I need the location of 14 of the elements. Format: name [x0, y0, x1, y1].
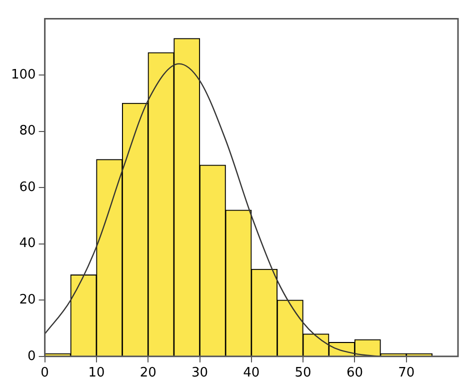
- x-tick-label: 40: [243, 366, 260, 381]
- x-tick-label: 60: [346, 366, 363, 381]
- x-tick-label: 30: [191, 366, 208, 381]
- x-tick-label: 70: [398, 366, 415, 381]
- y-tick-label: 20: [19, 292, 36, 308]
- x-tick-label: 20: [140, 366, 156, 381]
- y-tick-label: 100: [10, 67, 36, 82]
- x-tick-label: 0: [40, 366, 49, 381]
- x-tick-label: 50: [294, 366, 312, 381]
- y-tick-label: 40: [19, 236, 36, 252]
- y-tick-label: 0: [28, 348, 36, 364]
- y-tick-label: 60: [19, 180, 36, 195]
- y-tick-label: 80: [19, 124, 36, 139]
- x-tick-label: 10: [88, 366, 105, 381]
